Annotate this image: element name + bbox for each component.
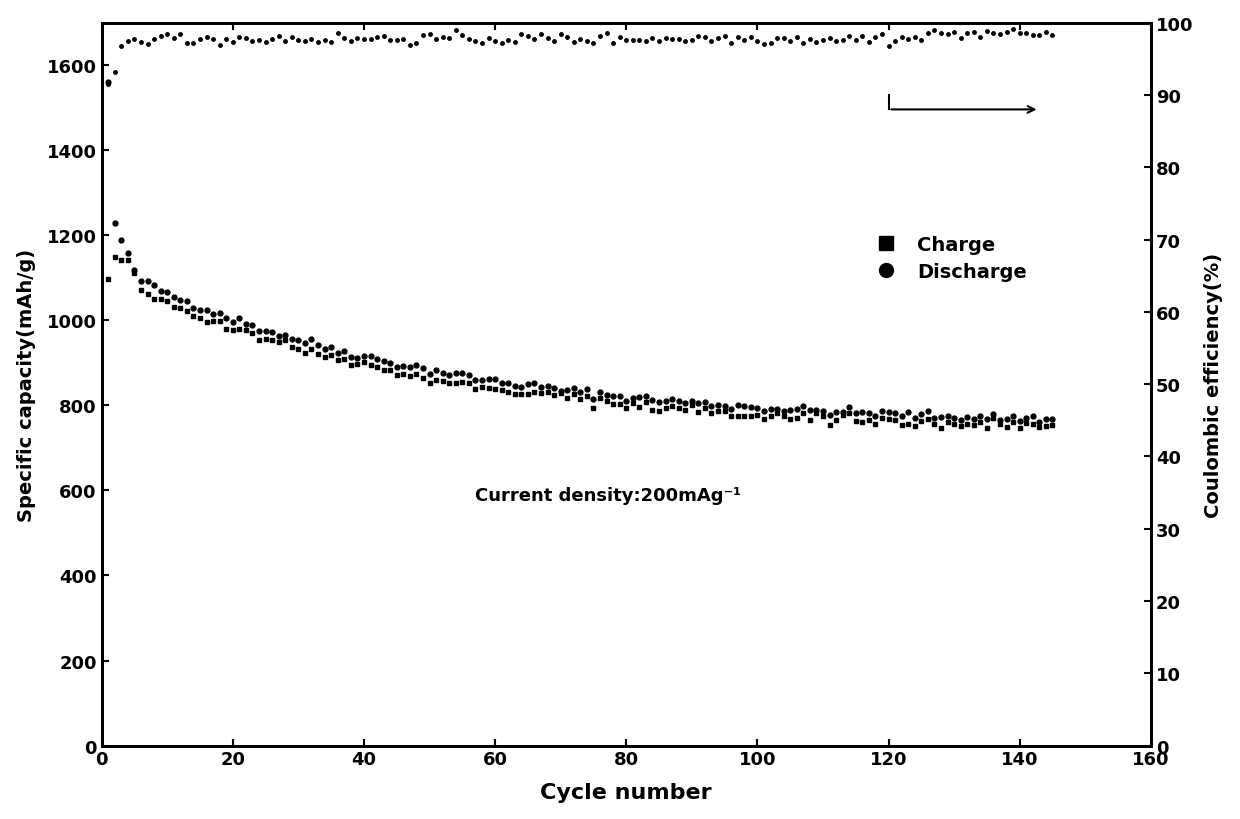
Y-axis label: Coulombic efficiency(%): Coulombic efficiency(%) [1204, 252, 1224, 517]
X-axis label: Cycle number: Cycle number [541, 782, 712, 803]
Y-axis label: Specific capacity(mAh/g): Specific capacity(mAh/g) [16, 248, 36, 521]
Legend: Charge, Discharge: Charge, Discharge [867, 236, 1027, 281]
Text: Current density:200mAg⁻¹: Current density:200mAg⁻¹ [475, 486, 742, 504]
